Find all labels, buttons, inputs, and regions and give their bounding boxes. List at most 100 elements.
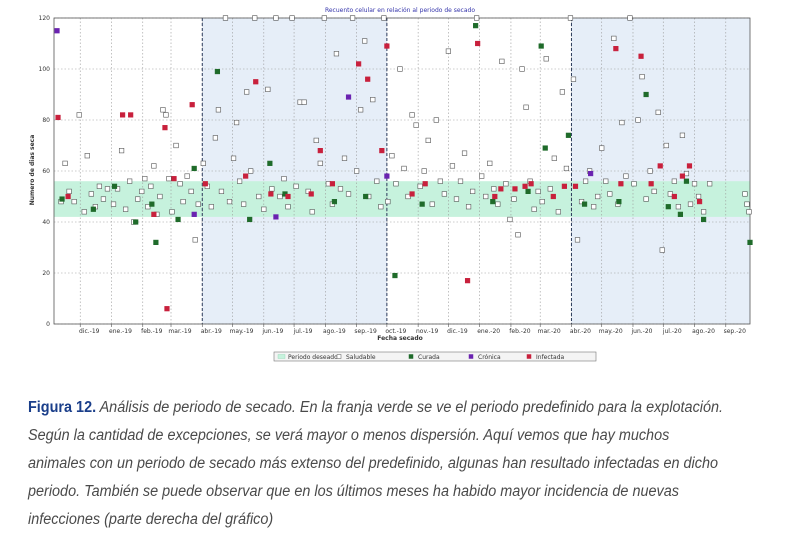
infectada-point <box>475 40 481 47</box>
x-tick-label: abr.-20 <box>570 328 591 335</box>
infectada-point <box>329 181 336 187</box>
saludable-point <box>385 199 391 205</box>
legend-swatch-cronica <box>468 354 474 359</box>
saludable-point <box>461 150 468 156</box>
cronica-point <box>384 173 390 179</box>
curada-point <box>90 206 96 212</box>
saludable-point <box>169 209 175 215</box>
saludable-point <box>539 199 545 205</box>
x-tick-label: nov.-19 <box>416 328 438 335</box>
saludable-point <box>623 173 629 179</box>
cronica-point <box>588 170 594 177</box>
infectada-point <box>268 191 274 197</box>
saludable-point <box>301 99 307 105</box>
scatter-chart: Recuento celular en relación al periodo … <box>29 7 753 362</box>
curada-point <box>59 196 65 202</box>
curada-point <box>665 204 671 210</box>
curada-point <box>419 201 425 207</box>
curada-point <box>247 216 253 223</box>
saludable-point <box>139 188 145 195</box>
x-tick-label: dic.-19 <box>79 328 100 335</box>
saludable-point <box>603 178 609 184</box>
saludable-point <box>595 193 601 200</box>
legend-swatch-curada <box>408 354 414 359</box>
saludable-point <box>429 201 435 207</box>
saludable-point <box>679 132 686 138</box>
infectada-point <box>384 43 390 49</box>
x-tick-label: ago.-19 <box>323 328 346 335</box>
infectada-point <box>657 163 663 169</box>
saludable-point <box>631 181 637 187</box>
saludable-point <box>746 209 752 215</box>
saludable-point <box>582 178 589 184</box>
x-tick-label: feb.-19 <box>141 328 163 335</box>
curada-point <box>267 160 273 166</box>
saludable-point <box>118 148 125 154</box>
saludable-point <box>177 181 183 187</box>
saludable-point <box>337 186 344 192</box>
legend-label-infectada: Infectada <box>536 354 565 361</box>
saludable-point <box>362 38 368 44</box>
saludable-point <box>333 51 340 57</box>
saludable-point <box>289 15 295 21</box>
curada-point <box>133 219 139 225</box>
saludable-point <box>248 168 254 174</box>
saludable-point <box>543 56 549 62</box>
curada-point <box>153 239 159 246</box>
saludable-point <box>230 155 237 161</box>
saludable-point <box>273 15 279 21</box>
saludable-point <box>293 183 299 189</box>
saludable-point <box>570 76 577 82</box>
saludable-point <box>358 107 364 113</box>
saludable-point <box>465 204 472 210</box>
saludable-point <box>281 176 287 182</box>
curada-point <box>538 43 544 49</box>
x-tick-label: ene.-19 <box>109 328 132 335</box>
saludable-point <box>457 178 464 184</box>
legend-label-saludable: Saludable <box>346 354 376 361</box>
infectada-point <box>696 199 703 205</box>
saludable-point <box>354 168 360 174</box>
saludable-point <box>474 15 480 21</box>
y-tick-label: 100 <box>39 66 51 73</box>
saludable-point <box>421 168 427 174</box>
saludable-point <box>643 196 649 202</box>
saludable-point <box>499 58 505 64</box>
saludable-point <box>425 137 431 144</box>
saludable-point <box>515 232 521 238</box>
saludable-point <box>417 183 423 189</box>
saludable-point <box>655 109 661 115</box>
saludable-point <box>76 112 82 118</box>
saludable-point <box>675 204 681 210</box>
infectada-point <box>119 112 126 118</box>
curada-point <box>191 165 197 172</box>
infectada-point <box>253 79 259 85</box>
saludable-point <box>265 86 271 92</box>
saludable-point <box>523 104 529 110</box>
infectada-point <box>128 112 134 118</box>
saludable-point <box>507 216 513 223</box>
saludable-point <box>180 199 186 205</box>
saludable-point <box>433 117 439 123</box>
saludable-point <box>691 181 698 187</box>
x-tick-label: ene.-20 <box>477 328 500 335</box>
saludable-point <box>519 66 525 72</box>
y-tick-label: 0 <box>46 321 50 328</box>
x-tick-label: jul.-19 <box>293 328 313 335</box>
saludable-point <box>100 196 107 202</box>
saludable-point <box>381 15 387 21</box>
cronica-point <box>345 94 352 100</box>
x-tick-label: dic.-19 <box>447 328 468 335</box>
saludable-point <box>84 153 90 159</box>
saludable-point <box>491 186 497 192</box>
saludable-point <box>256 193 262 200</box>
infectada-point <box>686 163 693 169</box>
saludable-point <box>195 201 201 207</box>
cronica-point <box>191 211 197 217</box>
saludable-point <box>157 193 163 200</box>
infectada-point <box>171 176 177 182</box>
saludable-point <box>647 168 653 174</box>
saludable-point <box>607 191 613 197</box>
curada-point <box>565 132 572 138</box>
curada-point <box>643 91 649 98</box>
